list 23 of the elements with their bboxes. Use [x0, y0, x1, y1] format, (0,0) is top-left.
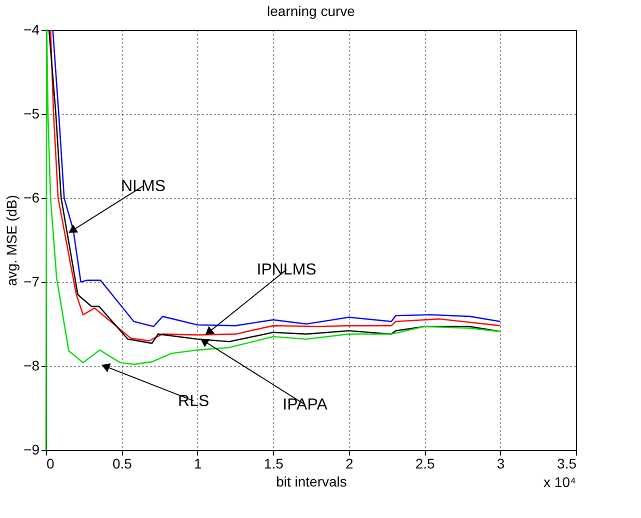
text: x 10⁴ — [544, 474, 576, 490]
annotation: RLS — [178, 392, 210, 410]
annotation: NLMS — [121, 178, 166, 195]
y-tick-label: −7 — [24, 274, 40, 290]
y-tick-label: −6 — [24, 190, 40, 206]
x-tick-label: 0.5 — [112, 456, 132, 472]
x-tick-label: 3 — [496, 456, 505, 472]
y-tick-label: −9 — [24, 442, 40, 458]
annotation: IPNLMS — [256, 262, 316, 279]
x-tick-label: 1 — [194, 456, 202, 472]
x-tick-label: 0 — [46, 456, 54, 472]
y-tick-label: −5 — [24, 106, 40, 122]
x-tick-label: 1.5 — [264, 456, 284, 472]
x-tick-label: 2 — [345, 456, 354, 472]
x-tick-label: 3.5 — [557, 456, 577, 472]
y-tick-label: −4 — [24, 22, 40, 38]
y-axis-title: avg. MSE (dB) — [4, 194, 20, 286]
chart-title: learning curve — [267, 3, 356, 19]
line-series — [45, 29, 501, 451]
annotation: IPAPA — [282, 396, 328, 414]
y-tick-label: −8 — [24, 358, 40, 374]
x-tick-label: 2.5 — [415, 456, 436, 472]
x-axis-title: bit intervals — [276, 474, 347, 490]
